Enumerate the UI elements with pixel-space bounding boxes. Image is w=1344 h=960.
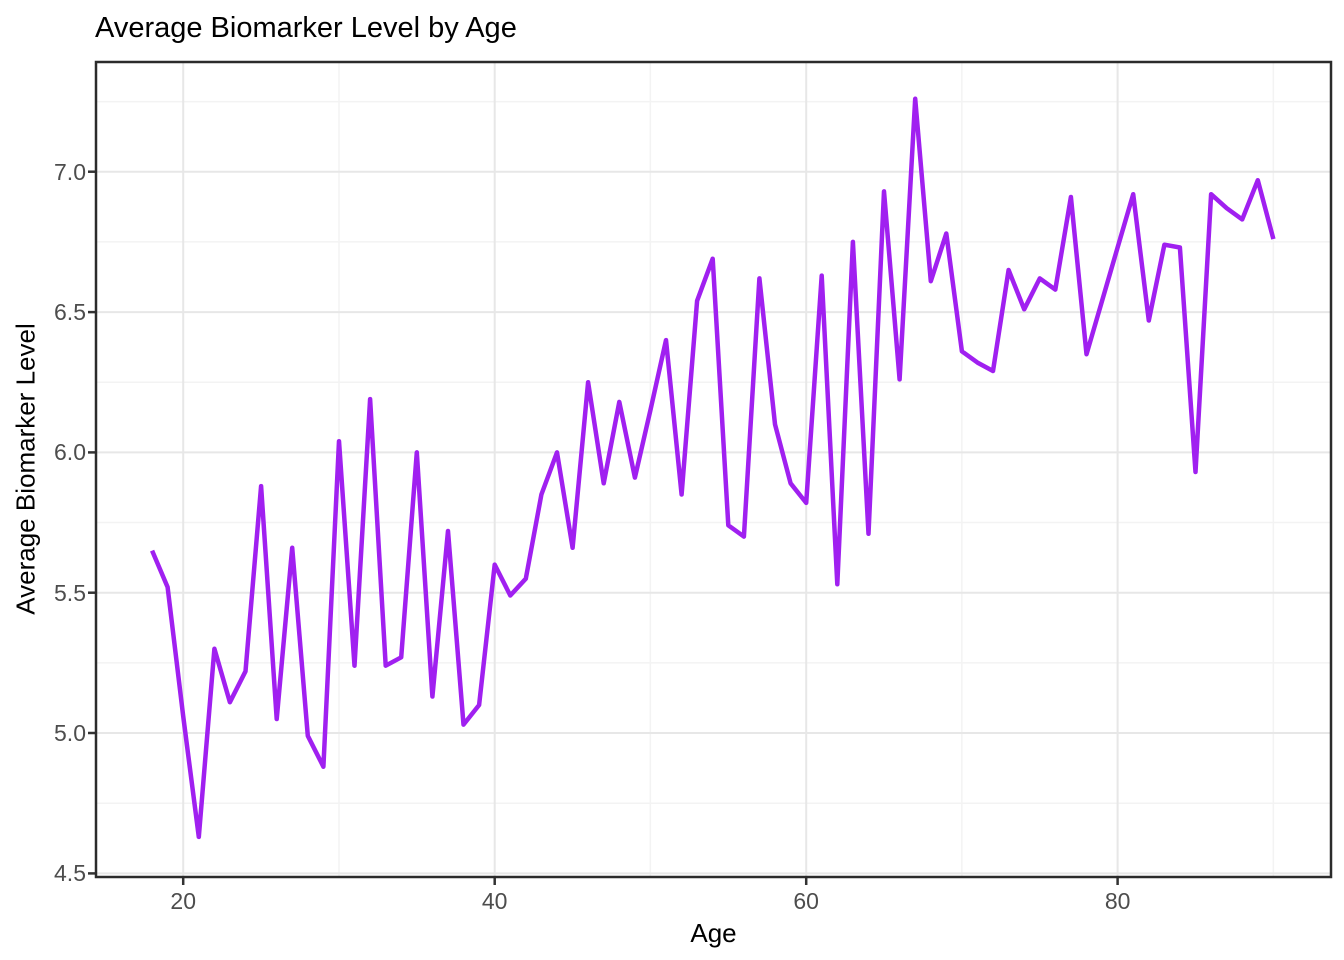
panel-border (94, 60, 1333, 879)
biomarker-line (150, 96, 1276, 840)
chart-title: Average Biomarker Level by Age (95, 12, 517, 44)
x-tick-label: 80 (1104, 888, 1131, 914)
y-tick-label: 5.0 (54, 720, 86, 747)
y-tick-label: 6.5 (54, 299, 86, 326)
axis-ticks (88, 170, 1119, 885)
y-axis-title: Average Biomarker Level (10, 323, 41, 615)
y-tick-label: 5.5 (54, 579, 86, 606)
x-axis-title: Age (690, 918, 737, 948)
x-tick-label: 40 (481, 888, 508, 914)
grid-major (96, 62, 1331, 877)
x-tick-label: 60 (793, 888, 819, 914)
panel-background (96, 62, 1331, 877)
y-tick-label: 7.0 (54, 158, 86, 185)
y-tick-label: 6.0 (54, 439, 86, 466)
y-tick-label: 4.5 (54, 860, 86, 887)
x-tick-label: 20 (170, 888, 196, 914)
